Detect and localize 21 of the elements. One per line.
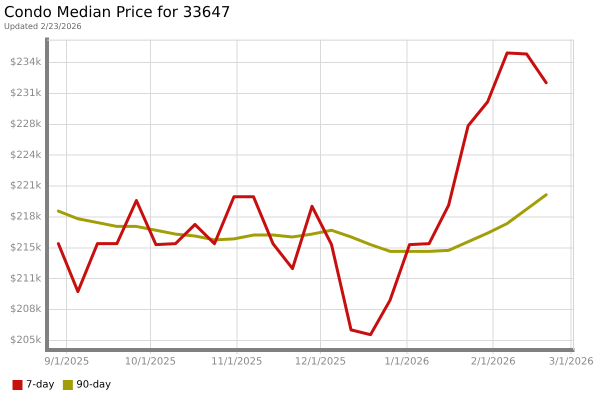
y-tick-label: $228k bbox=[10, 118, 42, 130]
y-tick-label: $231k bbox=[10, 88, 42, 100]
x-tick-label: 9/1/2025 bbox=[44, 356, 90, 368]
chart-subtitle: Updated 2/23/2026 bbox=[4, 22, 82, 31]
x-tick-label: 2/1/2026 bbox=[470, 356, 516, 368]
x-tick-label: 10/1/2025 bbox=[124, 356, 176, 368]
chart-title: Condo Median Price for 33647 bbox=[4, 2, 230, 21]
legend-label: 90-day bbox=[76, 380, 112, 391]
x-tick-label: 12/1/2025 bbox=[294, 356, 346, 368]
x-tick-label: 11/1/2025 bbox=[211, 356, 262, 368]
x-tick-label: 1/1/2026 bbox=[384, 356, 430, 368]
y-tick-label: $224k bbox=[10, 150, 42, 161]
y-tick-label: $234k bbox=[10, 57, 42, 68]
y-tick-label: $208k bbox=[10, 304, 42, 316]
y-tick-label: $211k bbox=[10, 273, 42, 284]
y-tick-label: $221k bbox=[10, 180, 42, 192]
legend-label: 7-day bbox=[26, 380, 54, 391]
x-tick-label: 3/1/2026 bbox=[548, 356, 594, 368]
y-tick-label: $215k bbox=[10, 242, 42, 254]
y-tick-label: $218k bbox=[10, 212, 42, 223]
y-tick-label: $205k bbox=[10, 335, 42, 346]
